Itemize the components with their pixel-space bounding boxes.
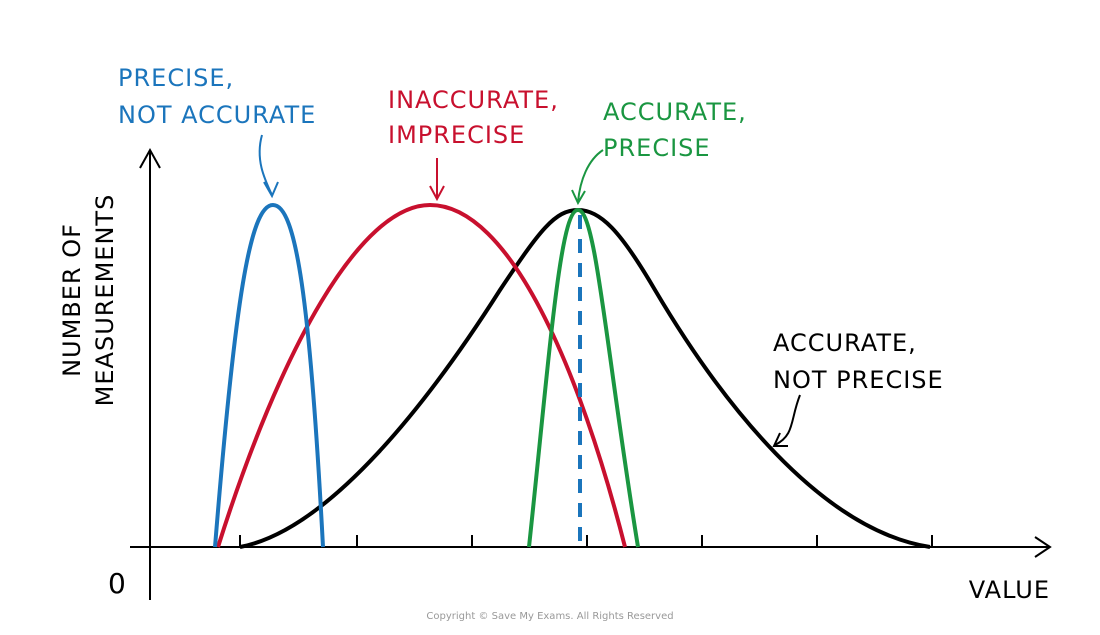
axis-ticks	[239, 535, 933, 547]
arrow	[772, 394, 801, 447]
curve-label: ACCURATE,	[603, 98, 747, 126]
x-axis	[130, 536, 1052, 558]
curve-label: PRECISE	[603, 134, 711, 162]
arrow	[258, 134, 279, 199]
y-axis	[139, 147, 161, 600]
curve-label: ACCURATE,	[773, 329, 917, 357]
x-axis-label: VALUE	[969, 576, 1050, 604]
arrow	[429, 158, 445, 202]
curve-accurate-precise	[527, 207, 640, 548]
curve-label: PRECISE,	[118, 64, 234, 92]
curve-inaccurate-imprecise	[216, 202, 627, 548]
copyright: Copyright © Save My Exams. All Rights Re…	[426, 611, 673, 622]
y-axis-label: NUMBER OF	[58, 223, 86, 377]
curve-precise-not-accurate	[213, 202, 325, 548]
curve-label: IMPRECISE	[388, 121, 525, 149]
curve-label: NOT PRECISE	[773, 366, 944, 394]
origin-label: 0	[108, 567, 127, 600]
y-axis-label: MEASUREMENTS	[91, 194, 119, 407]
arrow	[571, 149, 604, 206]
curve-label: NOT ACCURATE	[118, 101, 316, 129]
curve-label: INACCURATE,	[388, 86, 559, 114]
